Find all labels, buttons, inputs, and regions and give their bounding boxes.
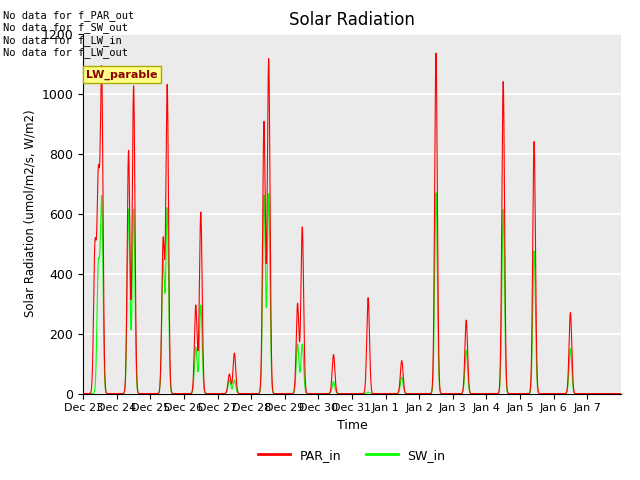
Legend: PAR_in, SW_in: PAR_in, SW_in xyxy=(253,444,451,467)
Title: Solar Radiation: Solar Radiation xyxy=(289,11,415,29)
Text: No data for f_PAR_out
No data for f_SW_out
No data for f_LW_in
No data for f_LW_: No data for f_PAR_out No data for f_SW_o… xyxy=(3,10,134,58)
X-axis label: Time: Time xyxy=(337,419,367,432)
Y-axis label: Solar Radiation (umol/m2/s, W/m2): Solar Radiation (umol/m2/s, W/m2) xyxy=(23,110,36,317)
Text: LW_parable: LW_parable xyxy=(86,70,158,80)
